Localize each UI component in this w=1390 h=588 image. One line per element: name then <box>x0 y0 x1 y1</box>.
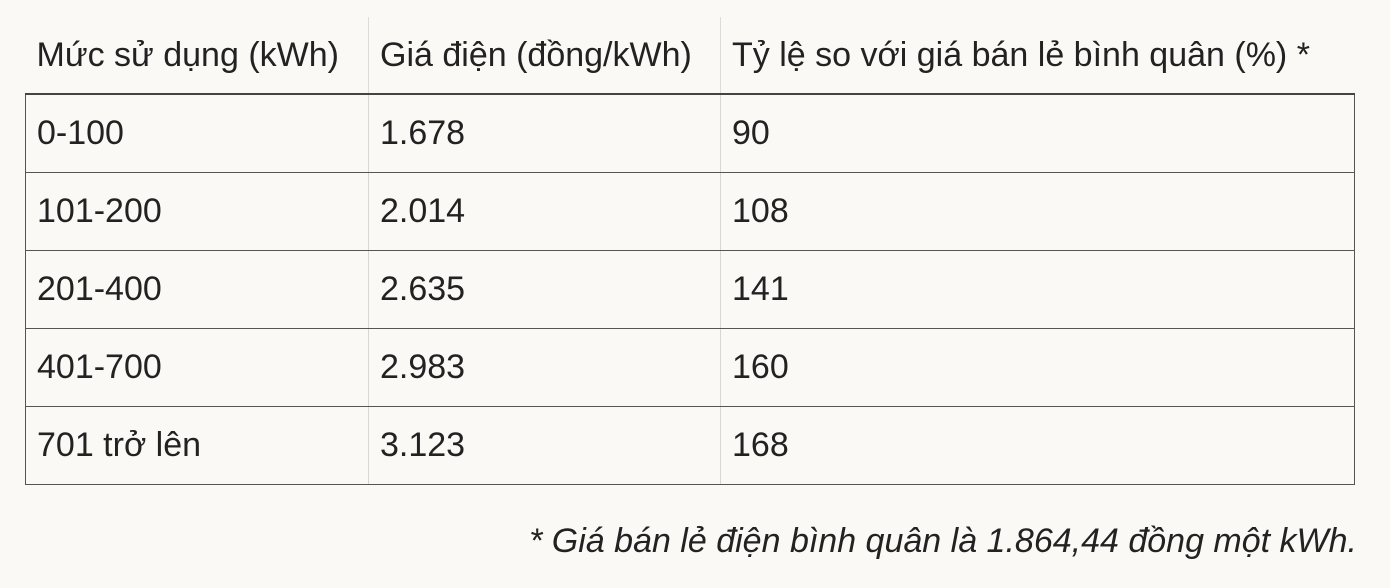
cell-usage-level: 0-100 <box>25 94 369 173</box>
table-row: 701 trở lên 3.123 168 <box>25 406 1355 485</box>
header-row: Mức sử dụng (kWh) Giá điện (đồng/kWh) Tỷ… <box>25 17 1355 95</box>
electricity-price-table-container: Mức sử dụng (kWh) Giá điện (đồng/kWh) Tỷ… <box>25 17 1355 485</box>
cell-usage-level: 401-700 <box>25 328 369 407</box>
table-row: 101-200 2.014 108 <box>25 172 1355 251</box>
cell-usage-level: 101-200 <box>25 172 369 251</box>
table-body: 0-100 1.678 90 101-200 2.014 108 201-400… <box>25 94 1355 485</box>
cell-usage-level: 701 trở lên <box>25 406 369 485</box>
cell-ratio: 168 <box>720 406 1355 485</box>
electricity-price-table: Mức sử dụng (kWh) Giá điện (đồng/kWh) Tỷ… <box>25 17 1355 485</box>
header-ratio: Tỷ lệ so với giá bán lẻ bình quân (%) * <box>720 17 1355 95</box>
cell-ratio: 141 <box>720 250 1355 329</box>
header-usage-level: Mức sử dụng (kWh) <box>25 17 369 95</box>
cell-price: 2.635 <box>368 250 721 329</box>
table-row: 201-400 2.635 141 <box>25 250 1355 329</box>
cell-ratio: 160 <box>720 328 1355 407</box>
cell-usage-level: 201-400 <box>25 250 369 329</box>
table-header: Mức sử dụng (kWh) Giá điện (đồng/kWh) Tỷ… <box>25 17 1355 95</box>
cell-ratio: 90 <box>720 94 1355 173</box>
table-row: 401-700 2.983 160 <box>25 328 1355 407</box>
footnote: * Giá bán lẻ điện bình quân là 1.864,44 … <box>529 522 1357 560</box>
cell-price: 3.123 <box>368 406 721 485</box>
table-row: 0-100 1.678 90 <box>25 94 1355 173</box>
cell-price: 2.014 <box>368 172 721 251</box>
header-price: Giá điện (đồng/kWh) <box>368 17 721 95</box>
cell-price: 2.983 <box>368 328 721 407</box>
cell-price: 1.678 <box>368 94 721 173</box>
cell-ratio: 108 <box>720 172 1355 251</box>
